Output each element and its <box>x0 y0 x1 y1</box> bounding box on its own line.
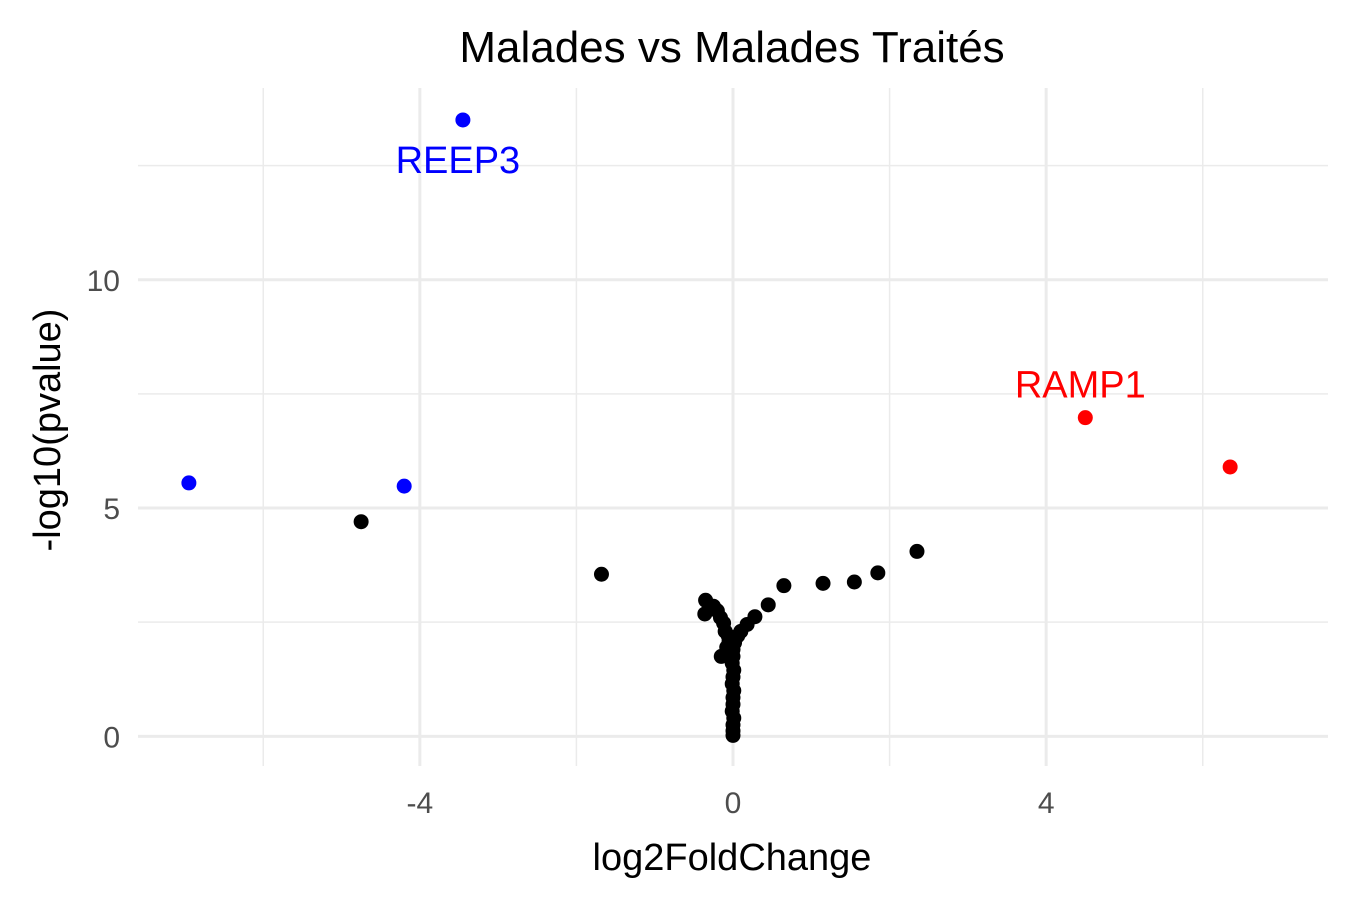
data-point-ns <box>870 565 886 581</box>
grid-layer <box>138 88 1328 766</box>
data-point-ns <box>725 727 741 743</box>
data-point-ns <box>593 566 609 582</box>
y-tick-label: 5 <box>103 493 120 526</box>
tick-labels-layer: -4 0 4 0 5 10 <box>87 265 1055 820</box>
data-point-ns <box>760 597 776 613</box>
y-tick-label: 0 <box>103 721 120 754</box>
data-point-ns <box>353 514 369 530</box>
data-point-ns <box>909 543 925 559</box>
x-tick-label: 4 <box>1038 787 1055 820</box>
data-point-up <box>1222 459 1238 475</box>
y-tick-label: 10 <box>87 265 120 298</box>
x-tick-label: -4 <box>406 787 433 820</box>
x-tick-label: 0 <box>725 787 742 820</box>
data-point-down <box>181 475 197 491</box>
data-point-down <box>396 478 412 494</box>
gene-label: RAMP1 <box>1015 365 1146 407</box>
points-layer <box>181 112 1238 743</box>
chart-title: Malades vs Malades Traités <box>459 23 1004 72</box>
y-axis-title: -log10(pvalue) <box>27 309 69 552</box>
x-axis-title: log2FoldChange <box>593 837 872 879</box>
data-point-down <box>455 112 471 128</box>
data-point-ns <box>846 574 862 590</box>
gene-label: REEP3 <box>396 140 521 182</box>
point-labels-layer: REEP3 RAMP1 <box>396 140 1146 407</box>
data-point-ns <box>776 578 792 594</box>
data-point-ns <box>815 575 831 591</box>
data-point-up <box>1077 410 1093 426</box>
